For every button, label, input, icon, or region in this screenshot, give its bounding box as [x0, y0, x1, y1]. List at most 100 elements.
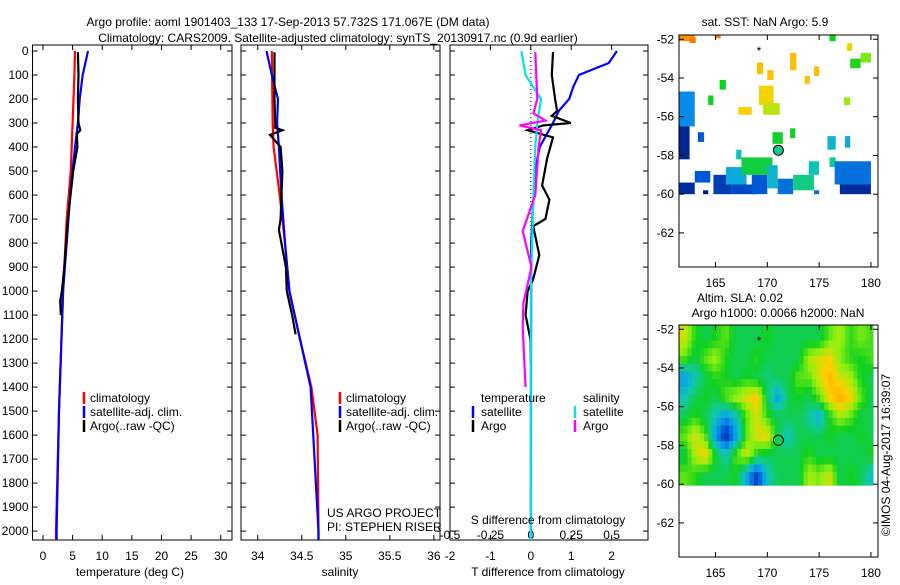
sla-pixel — [737, 363, 742, 372]
sla-pixel — [745, 386, 751, 396]
sla-pixel — [679, 417, 684, 427]
sla-pixel — [857, 410, 863, 419]
sla-pixel — [683, 402, 688, 411]
sla-pixel — [840, 456, 846, 465]
sla-pixel — [770, 332, 776, 341]
sla-pixel — [745, 425, 751, 434]
sla-pixel — [832, 355, 838, 365]
sla-pixel — [770, 371, 776, 380]
sla-pixel — [757, 433, 763, 442]
x-tick-label: 0 — [527, 549, 534, 563]
sla-pixel — [708, 371, 713, 380]
sla-pixel — [816, 441, 821, 450]
sla-pixel — [861, 386, 867, 396]
legend-label-t-satellite: satellite — [481, 405, 522, 419]
sla-pixel — [816, 456, 821, 465]
sla-pixel — [766, 425, 771, 434]
sla-pixel — [704, 464, 709, 473]
sla-pixel — [774, 448, 780, 458]
sst-pixel — [829, 35, 836, 42]
sla-pixel — [691, 363, 697, 372]
sla-pixel — [749, 479, 755, 486]
sla-pixel — [795, 433, 800, 442]
sla-pixel — [861, 325, 867, 334]
sla-pixel — [704, 371, 709, 380]
sla-pixel — [845, 363, 850, 372]
sla-pixel — [745, 433, 751, 442]
sla-pixel — [704, 379, 709, 388]
x-tick-label: 36 — [427, 549, 441, 563]
sla-pixel — [741, 472, 747, 481]
sla-pixel — [795, 363, 800, 372]
sla-pixel — [811, 340, 817, 349]
sla-pixel — [683, 410, 688, 419]
sla-pixel — [840, 425, 846, 434]
sla-pixel — [728, 348, 734, 357]
sla-pixel — [724, 456, 730, 465]
sla-pixel — [691, 371, 697, 380]
sla-pixel — [845, 464, 850, 473]
sla-pixel — [699, 464, 705, 473]
sla-pixel — [828, 402, 834, 411]
sla-pixel — [832, 379, 838, 388]
sla-pixel — [770, 410, 776, 419]
sla-pixel — [753, 379, 759, 388]
sla-pixel — [845, 417, 850, 427]
sla-pixel — [749, 448, 755, 458]
sla-pixel — [757, 479, 763, 486]
sla-pixel — [766, 402, 771, 411]
sla-pixel — [770, 348, 776, 357]
sla-pixel — [807, 433, 813, 442]
sla-pixel — [749, 340, 755, 349]
sla-pixel — [737, 410, 742, 419]
sla-pixel — [695, 456, 701, 465]
sla-pixel — [712, 363, 718, 372]
sla-pixel — [820, 402, 825, 411]
sla-pixel — [778, 371, 784, 380]
sla-pixel — [820, 348, 825, 357]
sla-pixel — [778, 456, 784, 465]
sla-pixel — [791, 410, 796, 419]
sla-pixel — [811, 433, 817, 442]
sla-pixel — [728, 433, 734, 442]
sla-pixel — [869, 379, 874, 388]
sla-pixel — [791, 433, 796, 442]
sla-pixel — [753, 441, 759, 450]
sla-pixel — [704, 332, 709, 341]
x-tick-label: 25 — [184, 549, 198, 563]
sla-pixel — [687, 325, 693, 334]
sla-pixel — [803, 386, 809, 396]
lon-tick-label: 165 — [705, 566, 725, 580]
sla-pixel — [807, 464, 813, 473]
sla-pixel — [811, 456, 817, 465]
sla-pixel — [824, 332, 829, 341]
sla-pixel — [849, 394, 854, 403]
sla-pixel — [679, 386, 684, 396]
x-tick-label: 30 — [214, 549, 228, 563]
sla-pixel — [733, 425, 738, 434]
sla-pixel — [762, 402, 767, 411]
sla-pixel — [737, 386, 742, 396]
sla-pixel — [791, 363, 796, 372]
sla-pixel — [824, 402, 829, 411]
sla-pixel — [687, 379, 693, 388]
sla-pixel — [786, 433, 792, 442]
sla-pixel — [869, 472, 874, 481]
sla-pixel — [683, 340, 688, 349]
sla-pixel — [766, 448, 771, 458]
sla-pixel — [687, 464, 693, 473]
sla-pixel — [849, 402, 854, 411]
sla-pixel — [733, 340, 738, 349]
sla-pixel — [741, 394, 747, 403]
s-difference-axis-label: S difference from climatology — [471, 513, 626, 527]
sla-pixel — [807, 325, 813, 334]
sla-pixel — [869, 417, 874, 427]
depth-tick-label: 0 — [22, 44, 29, 58]
sla-pixel — [795, 441, 800, 450]
sla-pixel — [791, 417, 796, 427]
sla-pixel — [679, 348, 684, 357]
sla-pixel — [795, 402, 800, 411]
sst-pixel — [679, 91, 695, 127]
depth-tick-label: 700 — [8, 212, 28, 226]
